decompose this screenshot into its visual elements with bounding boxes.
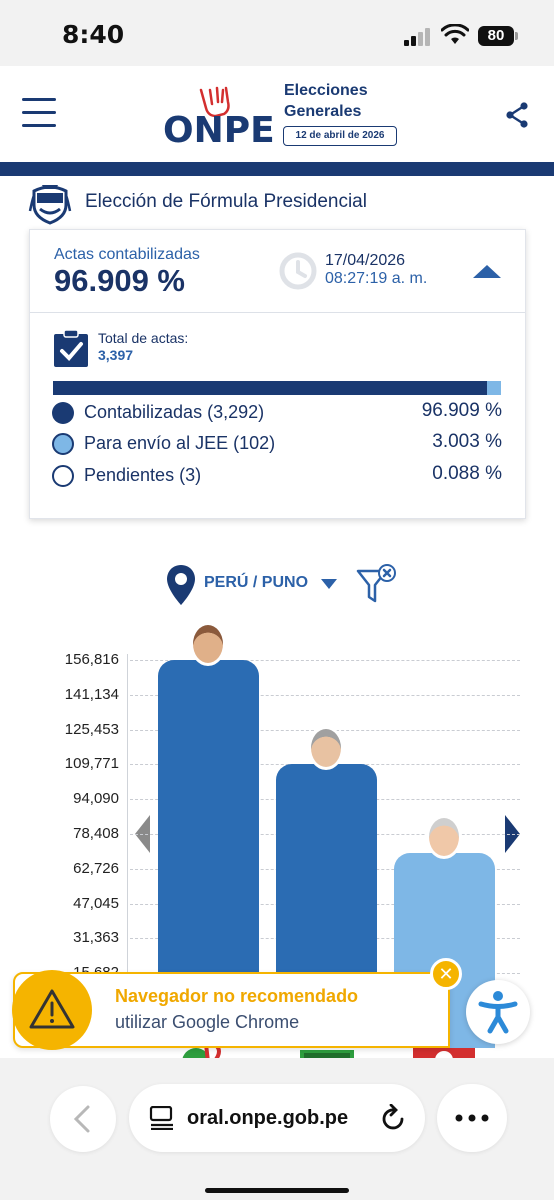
legend-dot-counted	[52, 402, 74, 424]
back-button[interactable]	[50, 1086, 116, 1152]
progress-counted-segment	[53, 381, 488, 395]
status-bar: 8:40 80	[0, 0, 554, 66]
progress-jee-segment	[487, 381, 501, 395]
total-actas-value: 3,397	[98, 347, 134, 363]
reload-icon[interactable]	[381, 1104, 407, 1132]
warning-triangle-icon	[29, 989, 75, 1029]
toast-title: Navegador no recomendado	[115, 986, 359, 1006]
legend-percentage: 96.909 %	[421, 400, 502, 421]
y-tick-label: 125,453	[64, 720, 119, 738]
y-axis-line	[127, 654, 128, 994]
legend-dot-jee	[52, 433, 74, 455]
legend-percentage: 3.003 %	[432, 431, 502, 452]
chevron-left-icon	[73, 1105, 90, 1133]
y-tick-label: 78,408	[73, 825, 119, 842]
election-date-badge: 12 de abril de 2026	[283, 126, 397, 146]
peru-shield-icon	[28, 185, 72, 225]
legend-percentage: 0.088 %	[432, 463, 502, 484]
more-options-button[interactable]	[437, 1084, 507, 1152]
signal-icon	[404, 28, 432, 46]
header-title-line2: Generales	[284, 103, 362, 120]
card-header: Actas contabilizadas 96.909 % 17/04/2026…	[30, 230, 525, 313]
browser-toolbar: oral.onpe.gob.pe	[0, 1058, 554, 1200]
location-selector[interactable]: PERÚ / PUNO	[204, 574, 309, 591]
y-tick-label: 62,726	[73, 859, 119, 877]
battery-tip	[515, 32, 518, 40]
legend-label: Contabilizadas (3,292)	[84, 402, 265, 422]
clear-filter-icon[interactable]	[356, 563, 398, 607]
gridline	[130, 694, 520, 696]
actas-label: Actas contabilizadas	[54, 246, 200, 263]
update-date: 17/04/2026	[325, 252, 406, 269]
actas-progress-bar	[53, 381, 501, 395]
y-tick-label: 47,045	[73, 894, 119, 912]
total-actas-label: Total de actas:	[98, 330, 189, 346]
legend-label: Pendientes (3)	[84, 465, 202, 485]
gridline	[130, 660, 520, 661]
y-tick-label: 156,816	[64, 651, 119, 668]
actas-percentage: 96.909 %	[54, 263, 185, 298]
address-url: oral.onpe.gob.pe	[187, 1107, 349, 1129]
y-tick-label: 109,771	[64, 755, 119, 773]
accessibility-person-icon	[478, 991, 518, 1034]
collapse-caret-icon[interactable]	[473, 265, 501, 278]
reader-mode-icon[interactable]	[149, 1106, 175, 1130]
candidate-photo	[307, 725, 344, 770]
onpe-hand-logo-icon	[199, 86, 230, 118]
legend-dot-pending	[52, 465, 74, 487]
legend-row-jee: Para envío al JEE (102) 3.003 %	[52, 431, 502, 455]
warning-icon-circle	[12, 970, 92, 1050]
location-caret-icon[interactable]	[321, 579, 337, 589]
candidate-photo	[189, 622, 226, 666]
legend-label: Para envío al JEE (102)	[84, 433, 276, 453]
candidate-photo	[425, 814, 462, 859]
y-tick-label: 31,363	[73, 929, 119, 947]
onpe-logo-text: ONPE	[163, 110, 275, 151]
accessibility-button[interactable]	[466, 980, 530, 1044]
clipboard-check-icon	[54, 330, 88, 367]
toast-close-button[interactable]: ✕	[430, 958, 462, 990]
menu-icon[interactable]	[22, 98, 56, 128]
address-bar[interactable]: oral.onpe.gob.pe	[129, 1084, 425, 1152]
home-indicator	[205, 1188, 349, 1193]
y-tick-label: 94,090	[73, 790, 119, 808]
share-icon[interactable]	[505, 102, 529, 128]
update-time: 08:27:19 a. m.	[325, 270, 428, 287]
results-summary-card: Actas contabilizadas 96.909 % 17/04/2026…	[29, 229, 526, 519]
y-tick-label: 141,134	[64, 685, 119, 703]
header-title-line1: Elecciones	[284, 82, 368, 99]
app-header: ONPE Elecciones Generales 12 de abril de…	[0, 66, 554, 162]
wifi-icon	[441, 24, 469, 44]
status-time: 8:40	[62, 20, 125, 49]
location-pin-icon[interactable]	[165, 563, 197, 607]
election-title: Elección de Fórmula Presidencial	[85, 191, 367, 212]
history-clock-icon	[279, 252, 317, 290]
toast-subtitle: utilizar Google Chrome	[115, 1012, 300, 1032]
legend-row-pending: Pendientes (3) 0.088 %	[52, 463, 502, 487]
ellipsis-icon	[455, 1114, 489, 1122]
header-divider-bar	[0, 162, 554, 176]
battery-icon: 80	[478, 26, 514, 46]
legend-row-counted: Contabilizadas (3,292) 96.909 %	[52, 400, 502, 424]
